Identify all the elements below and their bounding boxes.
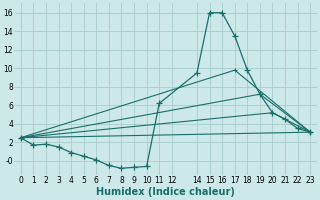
X-axis label: Humidex (Indice chaleur): Humidex (Indice chaleur) [96,187,235,197]
